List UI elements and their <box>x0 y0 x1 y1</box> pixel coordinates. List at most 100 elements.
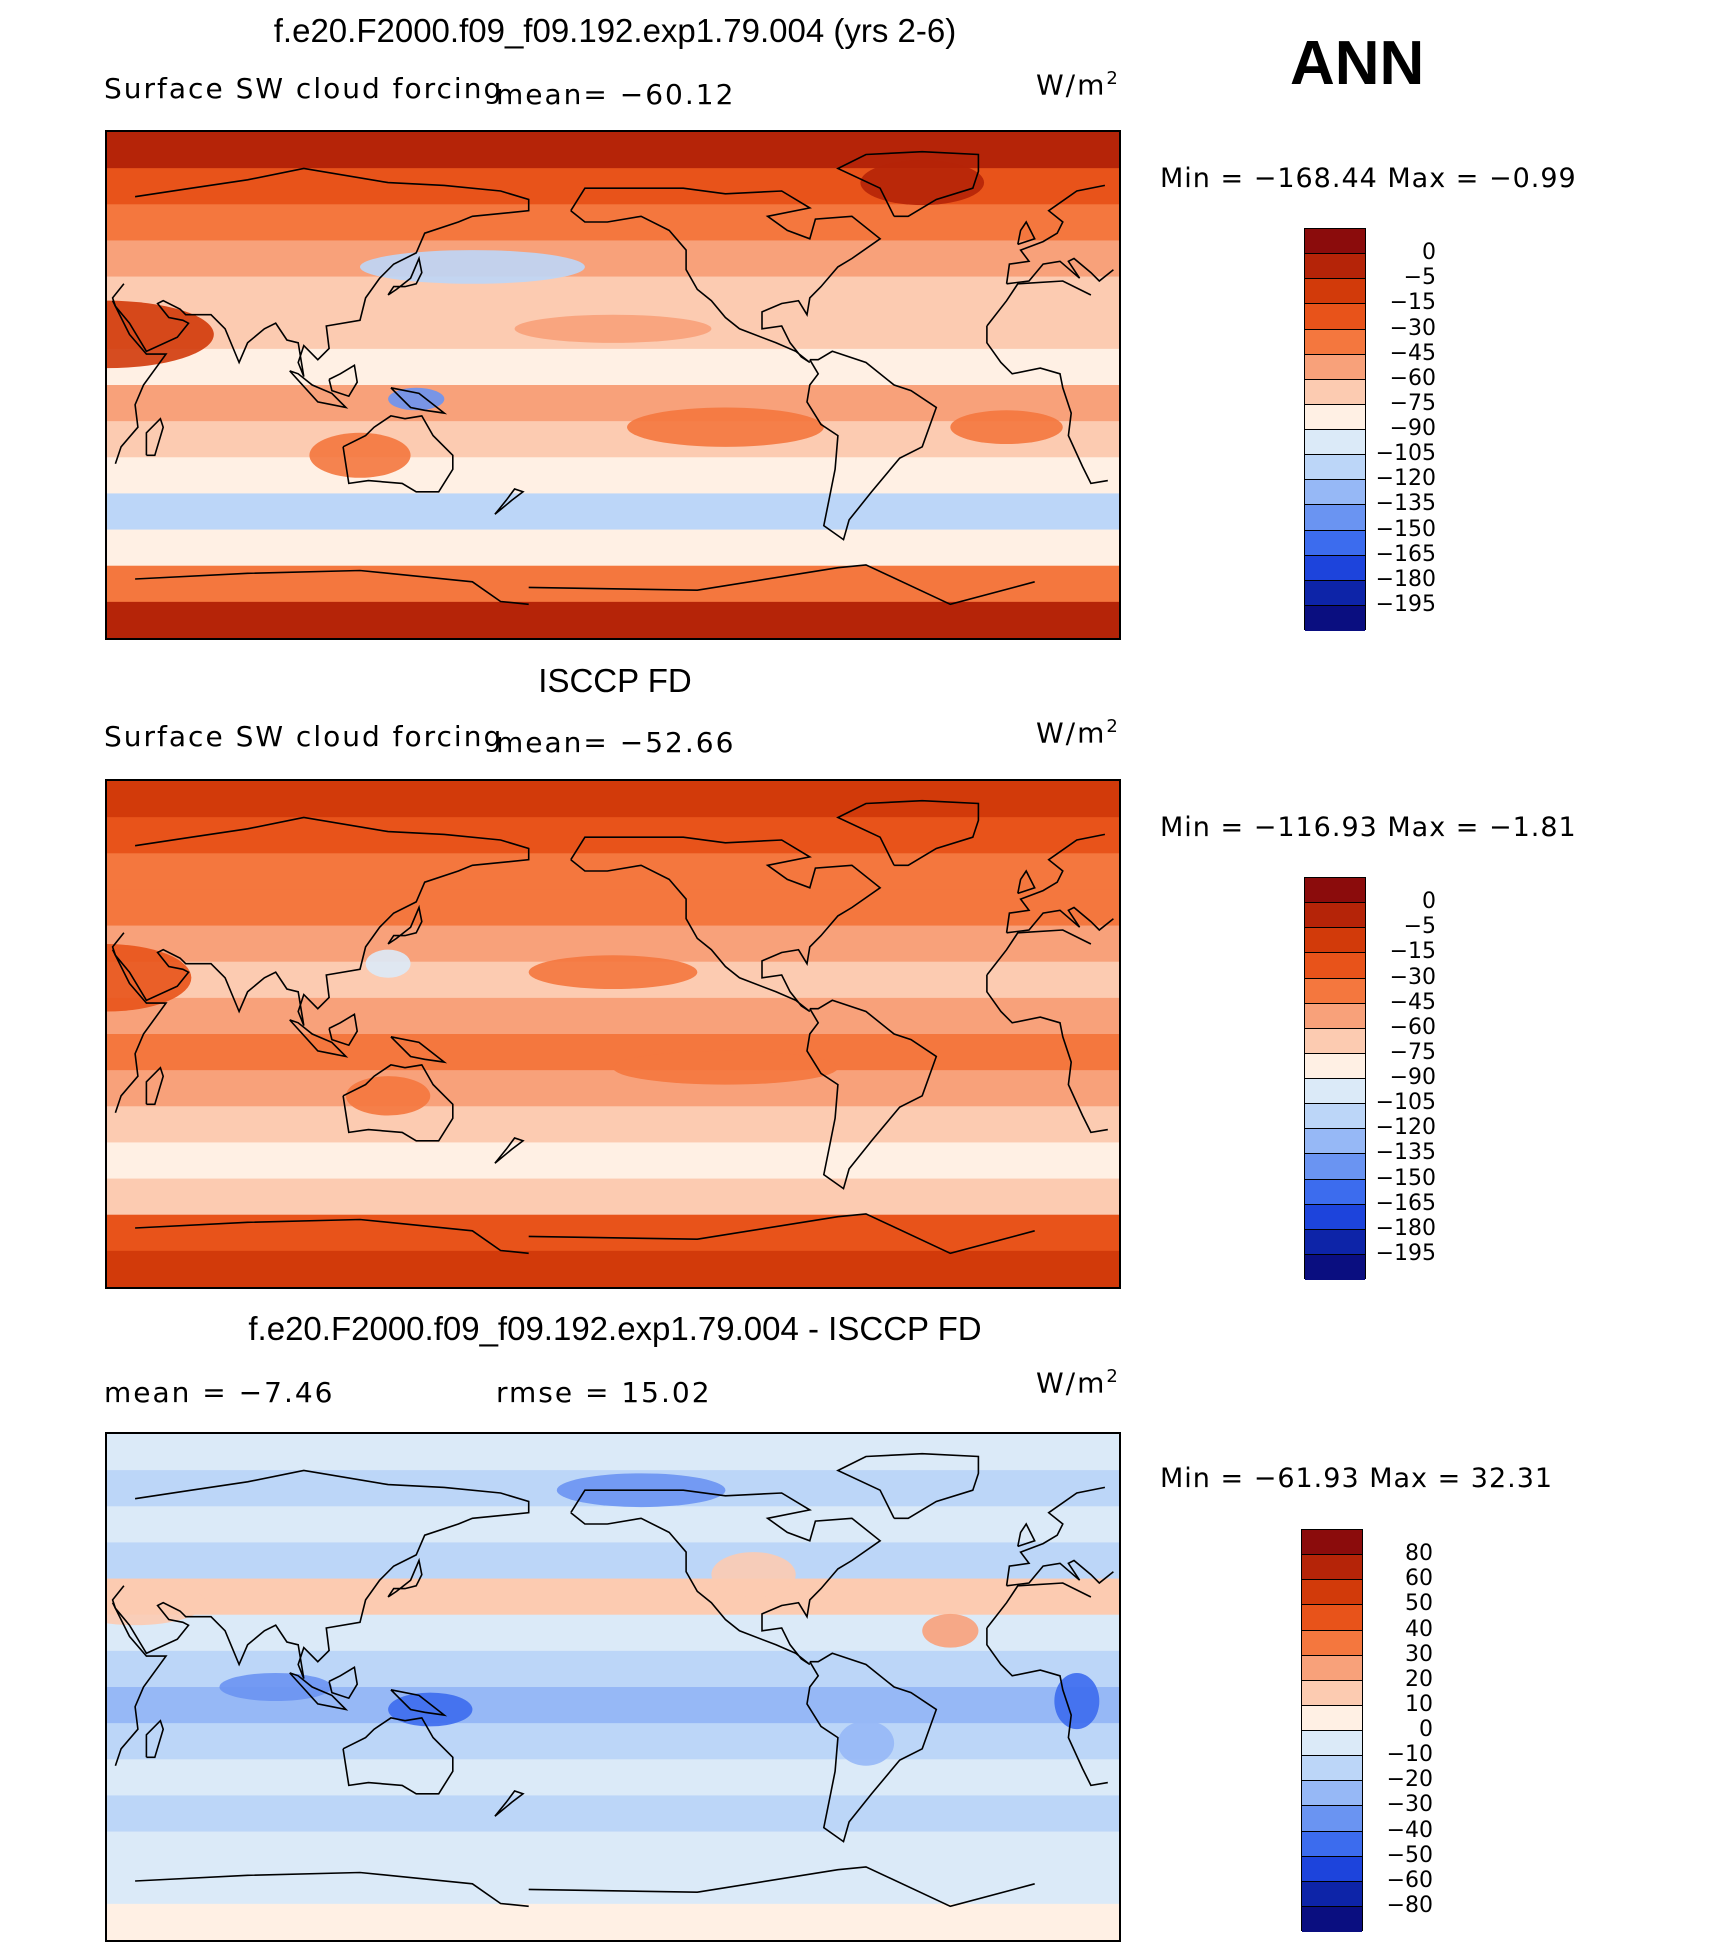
colorbar-label: −165 <box>1375 1190 1436 1216</box>
colorbar-label: −105 <box>1375 1090 1436 1116</box>
colorbar-label: 30 <box>1405 1641 1433 1667</box>
panel-3-mean: mean = −7.46 <box>104 1376 335 1409</box>
colorbar-label: −5 <box>1403 265 1436 291</box>
latitude-band <box>107 817 1119 855</box>
colorbar-swatch <box>1305 279 1365 305</box>
coastline <box>390 1036 448 1064</box>
panel-1-minmax: Min = −168.44 Max = −0.99 <box>1160 163 1577 194</box>
field-anomaly <box>627 407 824 447</box>
panel-1-variable: Surface SW cloud forcing <box>104 72 504 105</box>
coastline <box>1017 1522 1036 1548</box>
coastline <box>328 1013 359 1047</box>
colorbar-label: −105 <box>1375 441 1436 467</box>
colorbar-swatch <box>1302 1530 1362 1556</box>
colorbar-label: −120 <box>1375 1115 1436 1141</box>
coastline <box>111 167 1114 377</box>
colorbar-swatch <box>1305 1129 1365 1155</box>
colorbar-label: 60 <box>1405 1566 1433 1592</box>
colorbar-swatch <box>1305 480 1365 506</box>
colorbar-swatch <box>1305 1053 1365 1079</box>
coastline <box>570 1489 882 1666</box>
colorbar-swatch <box>1305 304 1365 330</box>
colorbar-label: −90 <box>1389 1065 1436 1090</box>
coastline <box>111 280 1108 485</box>
colorbar-swatch <box>1302 1605 1362 1631</box>
colorbar-swatch <box>1305 404 1365 430</box>
colorbar-swatch <box>1305 254 1365 280</box>
latitude-band <box>107 853 1119 891</box>
latitude-band <box>107 1578 1119 1616</box>
field-anomaly <box>345 1076 431 1116</box>
latitude-band <box>107 1542 1119 1580</box>
colorbar-label: 0 <box>1422 240 1436 266</box>
map-canvas <box>107 781 1119 1287</box>
colorbar-label: −80 <box>1386 1892 1433 1918</box>
colorbar-swatch <box>1305 354 1365 380</box>
coastline <box>289 1672 349 1711</box>
colorbar-swatch <box>1302 1831 1362 1857</box>
colorbar-label: 50 <box>1405 1591 1433 1617</box>
colorbar-label: −20 <box>1386 1767 1433 1793</box>
map-canvas <box>107 132 1119 638</box>
colorbar-label: −60 <box>1389 365 1436 391</box>
season-label: ANN <box>1290 29 1425 98</box>
latitude-band <box>107 1506 1119 1544</box>
colorbar-label: −195 <box>1375 591 1436 617</box>
colorbar-label: −10 <box>1386 1742 1433 1768</box>
colorbar-label: −75 <box>1389 1039 1436 1065</box>
latitude-band <box>107 1106 1119 1144</box>
coastline <box>390 387 448 415</box>
colorbar-swatch <box>1305 1079 1365 1105</box>
colorbar-label: −45 <box>1389 989 1436 1015</box>
colorbar-label: −60 <box>1389 1014 1436 1040</box>
colorbar-label: −195 <box>1375 1240 1436 1266</box>
panel-3-title: f.e20.F2000.f09_f09.192.exp1.79.004 - IS… <box>248 1310 982 1347</box>
field-anomaly <box>388 1692 473 1727</box>
colorbar-swatch <box>1305 505 1365 531</box>
colorbar-swatch <box>1305 1229 1365 1255</box>
latitude-band <box>107 1903 1119 1940</box>
field-anomaly <box>107 300 214 369</box>
latitude-band <box>107 529 1119 567</box>
colorbar-label: 0 <box>1419 1717 1433 1742</box>
colorbar-label: −135 <box>1375 1140 1436 1166</box>
colorbar-swatch <box>1302 1580 1362 1606</box>
coastline <box>289 1019 349 1058</box>
colorbar-label: −30 <box>1389 315 1436 341</box>
colorbar-swatch <box>1305 1254 1365 1280</box>
colorbar-swatch <box>1302 1856 1362 1882</box>
latitude-band <box>107 889 1119 927</box>
coastline <box>1017 220 1036 246</box>
colorbar-swatch <box>1305 1204 1365 1230</box>
panel-1-title: f.e20.F2000.f09_f09.192.exp1.79.004 (yrs… <box>273 12 957 49</box>
coastline <box>145 1719 165 1759</box>
latitude-band <box>107 132 1119 170</box>
colorbar-label: 40 <box>1405 1616 1433 1642</box>
panel-1-mean: mean= −60.12 <box>496 78 736 111</box>
latitude-band <box>107 1250 1119 1287</box>
coastline <box>806 999 938 1190</box>
field-anomaly <box>107 1580 206 1626</box>
coastline <box>111 1469 1114 1679</box>
colorbar-swatch <box>1305 379 1365 405</box>
colorbar-label: −165 <box>1375 541 1436 567</box>
colorbar-label: −30 <box>1389 964 1436 990</box>
latitude-band <box>107 781 1119 819</box>
latitude-band <box>107 348 1119 386</box>
colorbar-label: 80 <box>1405 1541 1433 1567</box>
coastline <box>836 150 980 218</box>
colorbar-swatch <box>1302 1680 1362 1706</box>
panel-3-map <box>105 1432 1121 1942</box>
colorbar-label: −5 <box>1403 914 1436 940</box>
colorbar-label: −40 <box>1386 1817 1433 1843</box>
latitude-band <box>107 276 1119 314</box>
coastline <box>836 1452 980 1520</box>
latitude-band <box>107 565 1119 603</box>
coastline <box>111 1582 1108 1787</box>
field-anomaly <box>1054 1672 1100 1730</box>
panel-3-rmse: rmse = 15.02 <box>496 1376 712 1409</box>
field-anomaly <box>922 1613 979 1648</box>
colorbar-swatch <box>1305 605 1365 631</box>
latitude-band <box>107 1867 1119 1905</box>
latitude-band <box>107 601 1119 638</box>
